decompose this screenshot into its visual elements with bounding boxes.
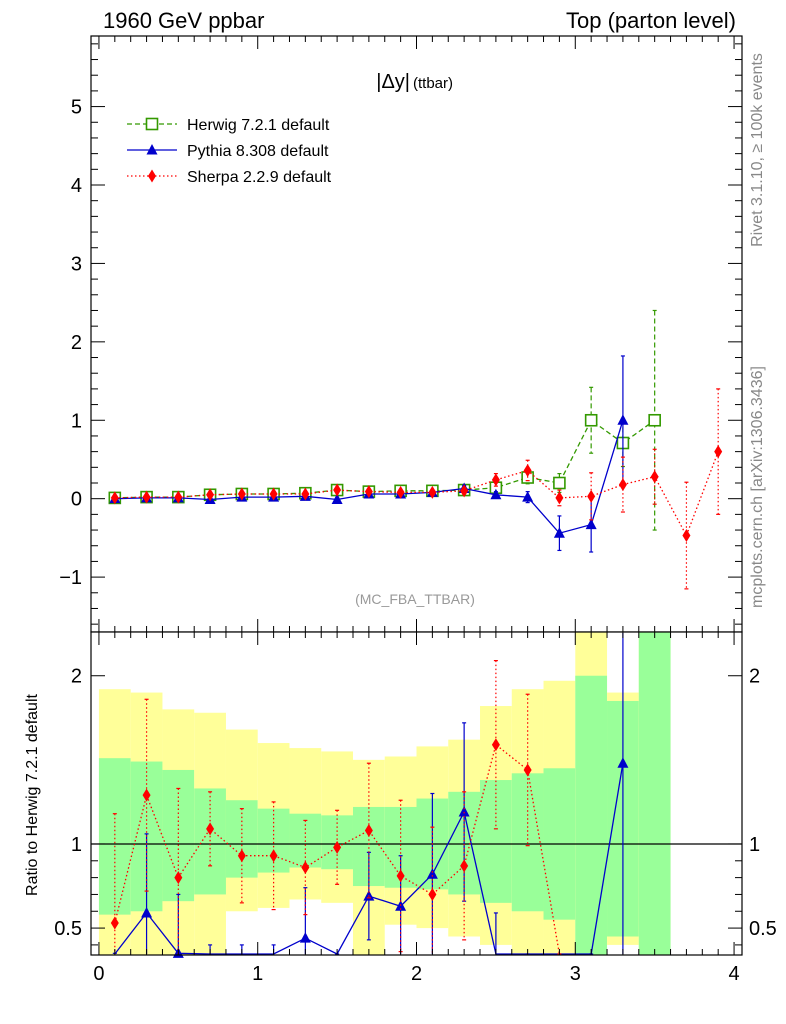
ratio-series-1-marker (491, 738, 500, 752)
ratio-y-tick-label: 0.5 (54, 918, 82, 940)
main-y-tick-label: 2 (71, 332, 82, 354)
main-series-2-marker (428, 485, 437, 499)
ratio-y-axis-label: Ratio to Herwig 7.2.1 default (24, 694, 41, 896)
ratio-series-1-marker (523, 763, 532, 777)
main-series-2-marker (110, 491, 119, 505)
x-tick-label: 2 (411, 963, 422, 985)
ratio-series-0-marker (141, 906, 153, 918)
ratio-y-tick-label: 1 (71, 834, 82, 856)
ratio-band-green (638, 632, 671, 955)
main-y-tick-label: 4 (71, 175, 82, 197)
main-series-2-marker (269, 487, 278, 501)
ratio-series-1-marker (110, 916, 119, 930)
x-tick-label: 1 (252, 963, 263, 985)
main-series-2-marker (587, 489, 596, 503)
main-series-0-marker (648, 413, 661, 427)
main-marks (108, 309, 723, 590)
main-series-2-marker (174, 490, 183, 504)
ratio-band-green (480, 780, 512, 903)
legend-marker (148, 169, 156, 183)
main-series-1-marker (617, 414, 629, 425)
reference-label: mcplots.cern.ch [arXiv:1306.3436] (749, 366, 766, 608)
main-series-2-marker (237, 487, 246, 501)
x-tick-label: 0 (93, 963, 104, 985)
main-plot: −1 0 1 2 3 4 5 |Δy| (ttbar) (MC_FBA_TTBAR) Her… (59, 35, 743, 633)
ratio-y-tick-label: 2 (71, 666, 82, 688)
main-series-2-marker (682, 529, 691, 543)
main-series-2-marker (301, 487, 310, 501)
main-plot-background (91, 36, 742, 632)
main-series-2-marker (364, 485, 373, 499)
ratio-series-1-marker (364, 824, 373, 838)
main-series-2-marker (650, 470, 659, 484)
main-series-2-marker (206, 488, 215, 502)
ratio-series-0-marker (299, 932, 311, 943)
ratio-series-1-marker (237, 849, 246, 863)
ratio-y-tick-label-right: 0.5 (749, 918, 777, 940)
ratio-ticks: 0.5 0.5 1 1 2 2 0 1 2 3 4 (54, 632, 777, 985)
analysis-watermark: (MC_FBA_TTBAR) (355, 591, 475, 607)
x-tick-label: 3 (570, 963, 581, 985)
ratio-series-1-marker (269, 849, 278, 863)
ratio-series-1-marker (460, 859, 469, 873)
main-series-1-marker (331, 493, 343, 504)
main-series-1-marker (490, 488, 502, 500)
plot-title-sub: (ttbar) (413, 75, 453, 92)
main-series-1-marker (522, 491, 534, 502)
main-y-tick-label: 3 (71, 253, 82, 275)
main-series-2-marker (523, 463, 532, 477)
plot-title: |Δy| (376, 71, 410, 93)
ratio-plot: 0.5 0.5 1 1 2 2 0 1 2 3 4 Ratio to Herwig 7.2.1 de… (24, 631, 777, 985)
ratio-series-1-marker (428, 887, 437, 901)
main-ticks: −1 0 1 2 3 4 5 (59, 36, 742, 632)
main-series-0-marker (584, 413, 598, 427)
ratio-series-0-marker (426, 868, 438, 879)
ratio-series-1-marker (301, 861, 310, 875)
legend-marker (145, 117, 159, 131)
ratio-series-1-marker (206, 822, 215, 836)
header-right: Top (parton level) (566, 8, 736, 33)
legend-label: Herwig 7.2.1 default (187, 117, 330, 134)
rivet-version-label: Rivet 3.1.10, ≥ 100k events (749, 53, 766, 247)
main-series-2-marker (396, 485, 405, 499)
legend-marker (146, 144, 158, 155)
ratio-y-tick-label-right: 1 (749, 834, 760, 856)
legend: Herwig 7.2.1 default Pythia 8.308 default… (127, 117, 332, 186)
ratio-series-0-marker (617, 757, 629, 768)
main-series-2-line (114, 451, 719, 538)
main-series-0-marker (553, 476, 566, 490)
main-y-tick-label: 0 (71, 489, 82, 511)
ratio-band-green (575, 675, 608, 955)
main-series-1-marker (553, 527, 565, 538)
ratio-band-green (98, 758, 131, 915)
legend-label: Pythia 8.308 default (187, 143, 329, 160)
main-y-tick-label: −1 (59, 567, 82, 589)
main-series-2-marker (555, 491, 564, 505)
header-left: 1960 GeV ppbar (103, 8, 264, 33)
main-series-2-marker (333, 483, 342, 497)
main-y-tick-label: 1 (71, 410, 82, 432)
ratio-y-tick-label-right: 2 (749, 666, 760, 688)
legend-label: Sherpa 2.2.9 default (187, 169, 332, 186)
main-series-2-marker (491, 473, 500, 487)
main-series-2-marker (714, 445, 723, 459)
ratio-series-1-line (114, 743, 561, 955)
ratio-series-1-marker (396, 869, 405, 883)
main-series-2-marker (142, 490, 151, 504)
ratio-series-1-marker (142, 788, 151, 802)
main-series-2-marker (460, 484, 469, 498)
ratio-series-1-marker (333, 840, 342, 854)
ratio-series-0-marker (458, 806, 470, 817)
ratio-series-1-marker (174, 871, 183, 885)
main-y-tick-label: 5 (71, 97, 82, 119)
x-tick-label: 4 (728, 963, 739, 985)
main-series-1-marker (585, 518, 597, 530)
main-series-2-marker (618, 478, 627, 492)
ratio-band-green (194, 788, 226, 895)
